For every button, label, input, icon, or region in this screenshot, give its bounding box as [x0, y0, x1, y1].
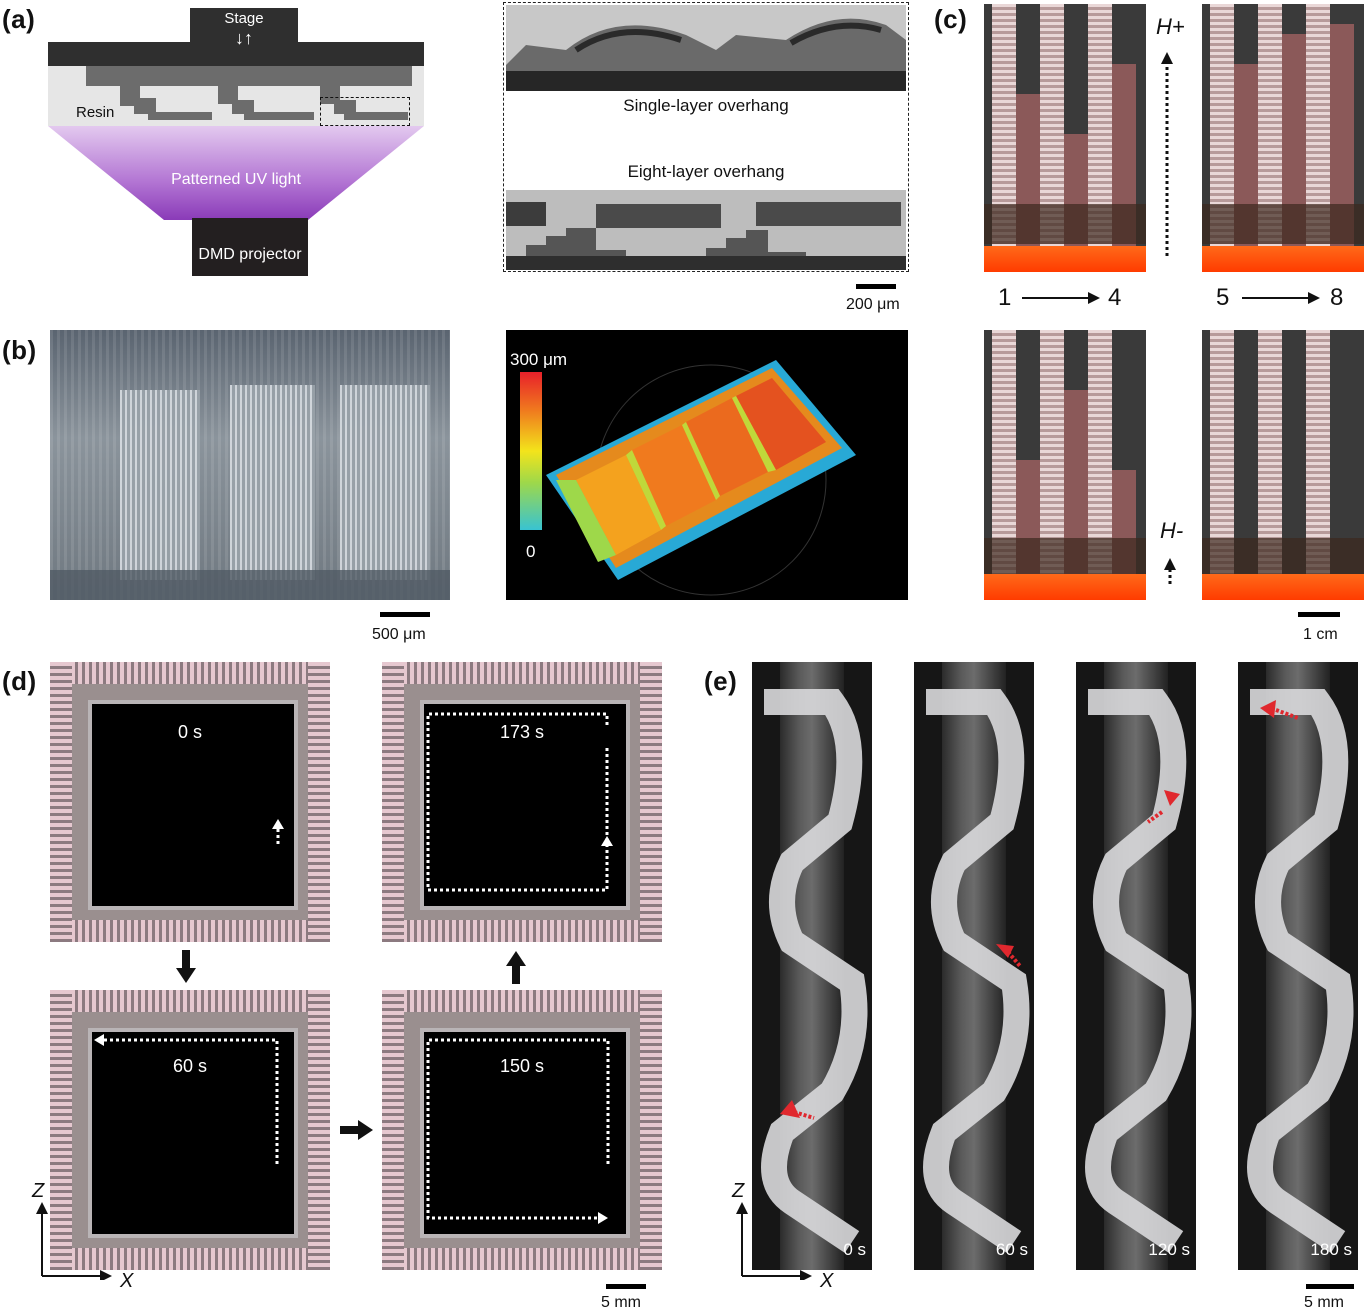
climb-photo-5-8: [1202, 4, 1364, 272]
track-frame-0s: 0 s: [50, 662, 330, 942]
stage-plate: [48, 42, 424, 66]
uv-light-label: Patterned UV light: [171, 171, 301, 188]
path-trace-icon: [426, 712, 613, 892]
axes-icon: [736, 1202, 812, 1280]
h-minus-label: H-: [1160, 518, 1184, 543]
part-overhang: [148, 112, 212, 120]
colorbar: [520, 372, 542, 530]
panel-label-b: (b): [2, 335, 37, 365]
eight-layer-label: Eight-layer overhang: [627, 162, 785, 181]
overhang-zoom-frame: [503, 2, 909, 272]
seq-arrow-icon: [1242, 292, 1320, 304]
axis-z-label: Z: [32, 1180, 45, 1202]
eight-layer-photo: [506, 190, 906, 270]
colorbar-min-label: 0: [526, 542, 536, 561]
stage-label: Stage: [224, 10, 264, 27]
track-frame-150s: 150 s: [382, 990, 662, 1270]
scale-bar-b: [380, 612, 430, 617]
panel-label-a: (a): [2, 4, 36, 34]
time-label: 173 s: [499, 722, 545, 742]
scale-bar-a: [856, 284, 896, 289]
colorbar-max-label: 300 μm: [510, 350, 568, 369]
axes-icon: [36, 1202, 112, 1280]
up-arrow-icon: [506, 951, 526, 984]
scale-label-c: 1 cm: [1303, 626, 1338, 643]
time-label: 60 s: [172, 1056, 208, 1076]
helix-frame-180s: 180 s: [1238, 662, 1358, 1270]
printed-part-top: [86, 66, 412, 86]
part-step: [320, 86, 340, 104]
panel-label-c: (c): [934, 4, 968, 34]
seq-start-2: 5: [1216, 284, 1230, 311]
scale-bar-c: [1298, 612, 1340, 617]
axis-x-label: X: [120, 1270, 134, 1292]
axis-z-label: Z: [732, 1180, 745, 1202]
scale-label-a: 200 μm: [846, 296, 900, 313]
helix-frame-0s: 0 s: [752, 662, 872, 1270]
seq-end-2: 8: [1330, 284, 1344, 311]
h-minus-arrow-icon: [1164, 558, 1176, 584]
zoom-region-box: [320, 97, 410, 126]
track-frame-60s: 60 s: [50, 990, 330, 1270]
helix-frame-60s: 60 s: [914, 662, 1034, 1270]
panel-label-d: (d): [2, 666, 37, 696]
resin-label: Resin: [76, 104, 115, 121]
part-overhang: [244, 112, 314, 120]
part-step: [334, 100, 356, 114]
scale-label-e: 5 mm: [1304, 1294, 1344, 1311]
uv-light-cone: [48, 126, 424, 220]
time-label: 60 s: [995, 1240, 1028, 1259]
seq-end-1: 4: [1108, 284, 1122, 311]
seq-start-1: 1: [998, 284, 1012, 311]
h-plus-label: H+: [1156, 14, 1185, 39]
path-trace-icon: [94, 1034, 279, 1164]
right-arrow-icon: [340, 1120, 373, 1140]
climb-photo-1-4: [984, 4, 1146, 272]
seq-arrow-icon: [1022, 292, 1100, 304]
helix-frame-120s: 120 s: [1076, 662, 1196, 1270]
axis-x-label: X: [820, 1270, 834, 1292]
time-label: 120 s: [1148, 1240, 1190, 1259]
part-step: [218, 86, 238, 104]
single-layer-label: Single-layer overhang: [623, 96, 789, 115]
stage-arrows-icon: ↓↑: [235, 28, 253, 48]
part-step: [232, 100, 254, 114]
scale-label-d: 5 mm: [601, 1294, 641, 1311]
scale-label-b: 500 μm: [372, 626, 426, 643]
h-plus-arrow-icon: [1161, 52, 1173, 256]
time-label: 150 s: [499, 1056, 545, 1076]
down-arrow-icon: [176, 950, 196, 983]
printed-structure-photo: [50, 330, 450, 600]
printer-schematic: Stage ↓↑ Resin Patterned UV light DMD pr…: [48, 0, 424, 280]
stage-block: [190, 8, 298, 44]
panel-label-e: (e): [704, 666, 738, 696]
height-map-render: 300 μm 0: [506, 330, 908, 600]
scale-bar-d: [606, 1284, 646, 1289]
time-label: 180 s: [1310, 1240, 1352, 1259]
height-map-surface: [546, 360, 856, 596]
part-overhang: [344, 112, 408, 120]
descend-photo-1: [984, 330, 1146, 600]
time-label: 0 s: [177, 722, 202, 742]
dmd-projector: DMD projector: [192, 218, 308, 276]
part-step: [134, 98, 156, 114]
descend-photo-2: [1202, 330, 1364, 600]
path-trace-icon: [426, 1038, 610, 1224]
time-label: 0 s: [843, 1240, 866, 1259]
scale-bar-e: [1306, 1284, 1354, 1289]
single-layer-photo: [506, 5, 906, 91]
up-arrow-icon: [272, 819, 284, 844]
track-frame-173s: 173 s: [382, 662, 662, 942]
